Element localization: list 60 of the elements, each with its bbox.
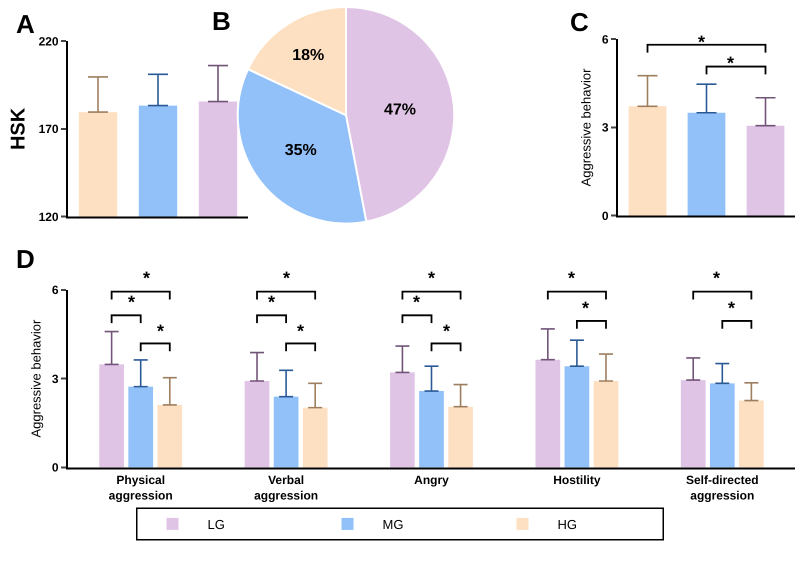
bar <box>448 406 473 468</box>
x-tick-label: Hostility <box>553 472 601 487</box>
text: * <box>568 268 576 288</box>
annotation: * <box>157 321 164 341</box>
bar <box>390 372 415 468</box>
y-tick-label: 220 <box>38 34 59 48</box>
text: * <box>428 268 436 288</box>
data-label: 18% <box>292 47 324 64</box>
chart-title: B <box>212 6 231 36</box>
legend-label: LG <box>208 516 225 532</box>
legend-label: HG <box>558 516 577 532</box>
bar <box>274 396 298 468</box>
x-tick-label: Physical aggression <box>108 472 173 502</box>
x-tick-label: Self-directed aggression <box>686 472 759 502</box>
y-tick-label: 120 <box>38 210 59 224</box>
bar <box>99 364 124 468</box>
bar <box>628 106 666 216</box>
y-axis-title: Aggressive behavior <box>28 319 44 438</box>
x-tick-label: Verbal aggression <box>254 472 318 502</box>
bar <box>419 391 444 468</box>
bar <box>680 380 706 468</box>
annotation: * <box>443 321 450 341</box>
bar <box>688 112 726 216</box>
chart-title: A <box>16 9 35 39</box>
y-axis-title: HSK <box>8 107 30 150</box>
y-tick-label: 6 <box>52 283 59 298</box>
annotation: * <box>297 321 304 341</box>
bar <box>302 408 328 468</box>
y-tick-label: 170 <box>38 122 59 136</box>
y-tick-label: 3 <box>52 372 59 386</box>
data-label: 47% <box>384 102 416 119</box>
annotation: * <box>582 298 590 318</box>
annotation: * <box>413 292 420 312</box>
bar <box>128 386 154 468</box>
legend-label: MG <box>382 516 404 532</box>
annotation: * <box>128 292 136 312</box>
y-axis-title: Aggressive behavior <box>578 68 594 186</box>
annotation: * <box>728 298 736 318</box>
bar <box>746 126 784 216</box>
bar <box>157 404 182 468</box>
bar <box>594 380 618 468</box>
y-tick-label: 3 <box>602 120 609 135</box>
y-tick-label: 0 <box>52 460 59 475</box>
bar <box>710 383 735 468</box>
annotation: * <box>727 53 734 73</box>
chart-title: C <box>570 7 589 37</box>
annotation: * <box>698 32 706 52</box>
bar <box>564 366 590 468</box>
text: * <box>143 268 150 288</box>
x-tick-label: Angry <box>414 472 450 487</box>
y-tick-label: 6 <box>602 32 609 46</box>
y-tick-label: 0 <box>602 208 609 223</box>
data-label: 35% <box>284 142 317 159</box>
bar <box>535 360 560 468</box>
text: * <box>713 268 720 288</box>
bar <box>739 400 764 468</box>
text: * <box>283 268 290 288</box>
annotation: * <box>268 292 276 312</box>
chart-title: D <box>16 244 35 274</box>
bar <box>244 380 270 468</box>
